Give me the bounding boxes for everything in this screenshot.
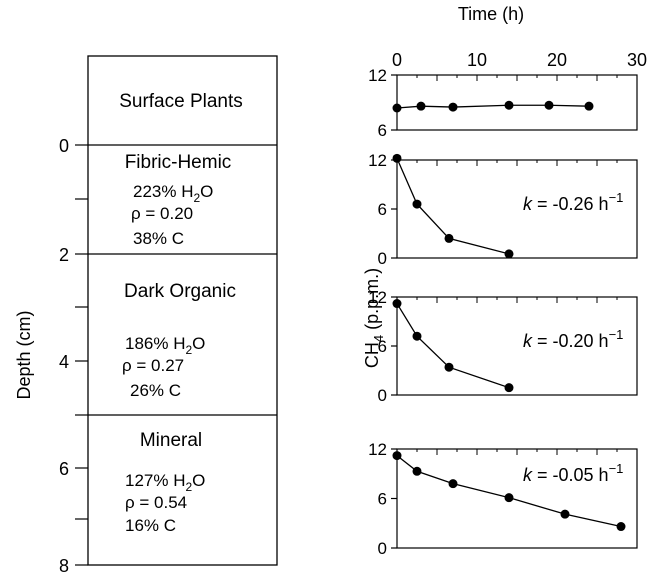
rate-constant-label: k = -0.20 h−1 — [523, 327, 623, 351]
data-point — [544, 100, 554, 110]
y-tick-label: 6 — [378, 200, 387, 219]
depth-tick-label: 2 — [59, 245, 69, 265]
layer-name: Mineral — [140, 430, 202, 451]
layer-water-content: 127% H2O — [125, 471, 205, 494]
y-tick-label: 12 — [368, 440, 387, 459]
data-point — [392, 103, 402, 113]
y-tick-label: 12 — [368, 288, 387, 307]
panel-3: 12 6 0 k = -0.20 h−1 — [368, 288, 638, 405]
y-tick-label: 0 — [378, 539, 387, 558]
layer-water-content: 186% H2O — [125, 334, 205, 357]
data-point — [584, 101, 594, 111]
panel-frame — [396, 448, 638, 549]
rate-constant-label: k = -0.05 h−1 — [523, 461, 623, 485]
panel-4: 12 6 0 k = -0.05 h−1 — [368, 440, 638, 558]
y-tick-label: 6 — [378, 121, 387, 140]
x-tick-label: 20 — [547, 50, 567, 70]
layer-carbon: 16% C — [125, 516, 176, 535]
series-line — [396, 158, 510, 255]
data-point — [412, 466, 422, 476]
layer-carbon: 38% C — [133, 229, 184, 248]
depth-tick-label: 4 — [59, 352, 69, 372]
data-point — [416, 101, 426, 111]
y-tick-label: 6 — [378, 337, 387, 356]
layer-density: ρ = 0.20 — [131, 204, 193, 223]
y-tick-label: 0 — [378, 249, 387, 268]
y-tick-label: 12 — [368, 66, 387, 85]
layer-density: ρ = 0.54 — [125, 493, 187, 512]
data-point — [444, 362, 454, 372]
rate-constant-label: k = -0.26 h−1 — [523, 190, 623, 214]
layer-name: Dark Organic — [124, 281, 236, 302]
soil-profile: 0 2 4 6 8 Depth (cm) Surface Plants Fibr… — [14, 55, 278, 575]
x-tick-label: 30 — [627, 50, 647, 70]
layer-carbon: 26% C — [130, 381, 181, 400]
y-tick-label: 0 — [378, 386, 387, 405]
data-point — [392, 153, 402, 163]
depth-tick-label: 8 — [59, 556, 69, 575]
data-point — [392, 299, 402, 309]
depth-axis-label: Depth (cm) — [14, 310, 34, 399]
data-point — [412, 331, 422, 341]
layer-name: Surface Plants — [119, 91, 243, 112]
panel-1: 12 6 — [368, 66, 638, 140]
profile-frame — [87, 55, 278, 566]
data-point — [504, 383, 514, 393]
data-point — [444, 233, 454, 243]
series-line — [396, 303, 510, 389]
data-point — [504, 100, 514, 110]
data-point — [448, 479, 458, 489]
x-axis-label: Time (h) — [458, 4, 524, 24]
x-tick-label: 0 — [392, 50, 402, 70]
panel-2: 12 6 0 k = -0.26 h−1 — [368, 151, 638, 268]
data-point — [616, 522, 626, 532]
y-tick-label: 6 — [378, 490, 387, 509]
panel-frame — [396, 74, 638, 131]
layer-density: ρ = 0.27 — [122, 356, 184, 375]
depth-tick-label: 0 — [59, 136, 69, 156]
depth-tick-label: 6 — [59, 459, 69, 479]
data-point — [412, 199, 422, 209]
depth-axis: 0 2 4 6 8 Depth (cm) — [14, 136, 88, 575]
data-point — [392, 451, 402, 461]
data-point — [504, 493, 514, 503]
data-point — [560, 509, 570, 519]
layer-name: Fibric-Hemic — [125, 152, 232, 173]
layer-water-content: 223% H2O — [133, 182, 213, 205]
data-point — [448, 102, 458, 112]
time-axis: Time (h) 0 10 20 30 — [392, 4, 647, 70]
series-line — [396, 104, 590, 109]
y-tick-label: 12 — [368, 151, 387, 170]
x-tick-label: 10 — [467, 50, 487, 70]
y-axis-label: CH4 (p.p.m.) — [362, 268, 386, 368]
data-point — [504, 249, 514, 259]
